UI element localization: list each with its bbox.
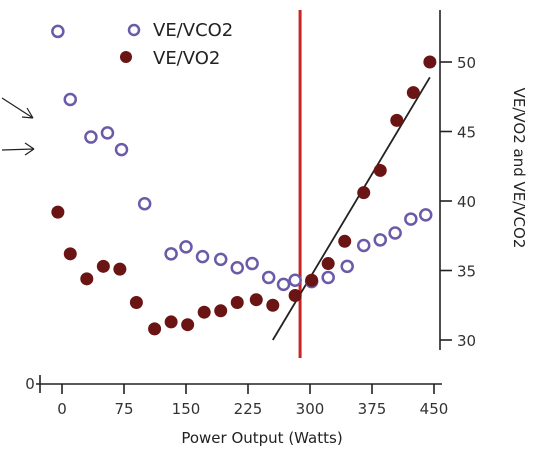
y-tick-label: 45 [457,124,476,142]
point-ve-vco2 [114,142,129,157]
point-ve-vo2 [305,273,319,287]
point-ve-vo2 [288,289,302,303]
point-ve-vo2 [230,295,244,309]
arrow-lower [1,142,35,156]
point-ve-vo2 [164,315,178,329]
point-ve-vco2 [213,252,228,267]
point-ve-vco2 [230,260,245,275]
point-ve-vco2 [418,208,433,222]
point-ve-vo2 [113,262,127,276]
point-ve-vo2 [197,305,211,319]
x-tick-label: 225 [234,400,263,418]
point-ve-vco2 [84,130,98,144]
point-ve-vco2 [276,277,291,292]
point-ve-vo2 [357,186,371,200]
legend: VE/VCO2 VE/VO2 [120,20,233,69]
legend-label-ve-vco2: VE/VCO2 [153,20,233,41]
point-ve-vco2 [179,240,193,254]
point-ve-vo2 [338,234,352,248]
x-tick-label: 300 [296,400,325,418]
x-tick-label: 75 [114,400,133,418]
point-ve-vco2 [388,226,402,240]
point-ve-vo2 [129,295,143,309]
x-tick-label: 150 [172,400,201,418]
y-tick-label: 30 [457,332,476,350]
x-axis: 0 75 150 225 300 375 450 [36,375,448,418]
point-ve-vo2 [390,113,404,127]
point-ve-vo2 [181,318,195,332]
point-ve-vco2 [100,126,115,140]
y-tick-label: 35 [457,263,476,281]
y-axis: 30 35 40 45 50 [439,10,476,350]
point-ve-vco2 [164,247,178,261]
point-ve-vo2 [96,259,110,273]
x-axis-title: Power Output (Watts) [181,429,342,447]
point-ve-vco2 [137,197,152,211]
point-ve-vco2 [356,238,371,253]
point-ve-vco2 [288,273,302,287]
x-tick-label: 450 [420,400,449,418]
arrow-upper [1,97,34,119]
point-ve-vo2 [249,293,263,307]
point-ve-vo2 [321,257,335,271]
x-tick-label: 0 [57,400,67,418]
legend-marker-ve-vco2 [127,23,141,37]
point-ve-vo2 [148,322,162,336]
point-ve-vco2 [404,212,418,226]
point-ve-vo2 [214,304,228,318]
point-ve-vco2 [373,233,388,247]
point-ve-vo2 [406,86,420,100]
point-ve-vco2 [340,259,354,274]
point-ve-vo2 [266,298,280,312]
point-ve-vco2 [245,256,259,271]
point-ve-vco2 [63,92,78,107]
point-ve-vco2 [261,270,276,285]
annotation-arrows [1,97,35,156]
data-points [51,24,437,336]
point-ve-vo2 [63,247,77,261]
legend-label-ve-vo2: VE/VO2 [153,48,220,69]
point-ve-vo2 [373,163,387,177]
point-ve-vo2 [423,55,437,69]
y-tick-label: 40 [457,193,476,211]
x-tick-label: 375 [358,400,387,418]
lower-axis-label: 0 [25,375,35,393]
point-ve-vco2 [51,24,65,39]
point-ve-vco2 [321,270,335,285]
point-ve-vo2 [51,205,65,219]
y-axis-title: VE/VO2 and VE/VCO2 [510,88,528,249]
y-tick-label: 50 [457,54,476,72]
legend-marker-ve-vo2 [120,51,132,63]
point-ve-vo2 [80,272,94,286]
point-ve-vco2 [195,249,210,264]
